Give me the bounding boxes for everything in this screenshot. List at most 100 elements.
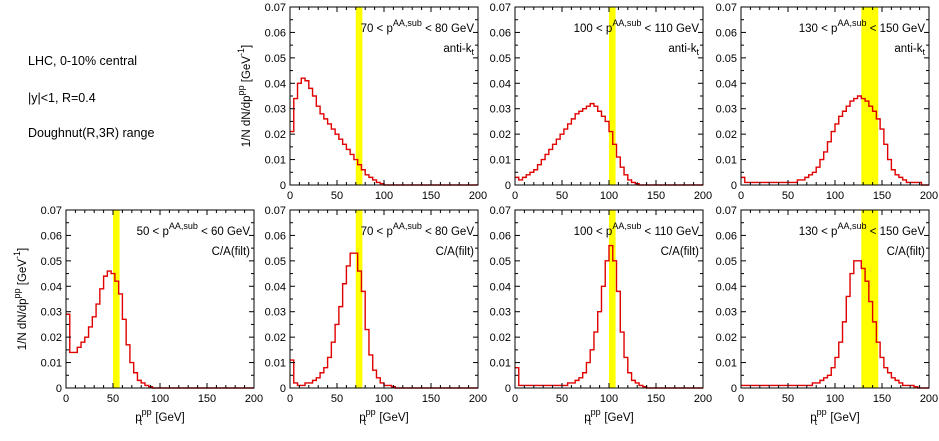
x-tick-label: 150 (198, 393, 216, 405)
x-tick-label: 100 (375, 393, 393, 405)
y-tick-label: 0.02 (265, 332, 286, 344)
y-tick-label: 0.04 (41, 281, 62, 293)
y-tick-label: 0 (731, 383, 737, 395)
y-tick-label: 0.01 (490, 155, 511, 167)
y-axis-label: 1/N dN/dppp [GeV-1] (12, 248, 29, 350)
y-tick-label: 0.03 (716, 307, 737, 319)
y-tick-label: 0.03 (265, 307, 286, 319)
y-tick-label: 0.07 (265, 2, 286, 14)
x-tick-label: 150 (422, 393, 440, 405)
y-tick-label: 0 (505, 383, 511, 395)
x-tick-label: 100 (375, 190, 393, 202)
range-label: 130 < pAA,sub < 150 GeV (799, 18, 926, 35)
x-tick-label: 50 (331, 393, 343, 405)
x-tick-label: 150 (873, 393, 891, 405)
panel-1-2: 0 50 100 150 200 0 0.01 0.02 0.03 0.04 0.05 0.06 0.0… (490, 205, 713, 427)
y-tick-label: 0.01 (265, 358, 286, 370)
y-tick-label: 0.02 (41, 332, 62, 344)
x-tick-label: 200 (694, 190, 712, 202)
info-line-2: |y|<1, R=0.4 (28, 91, 96, 105)
x-tick-label: 50 (556, 393, 568, 405)
histogram-line (290, 252, 478, 389)
y-tick-label: 0.03 (490, 307, 511, 319)
y-tick-label: 0.04 (716, 281, 737, 293)
x-tick-label: 100 (600, 190, 618, 202)
x-tick-label: 150 (873, 190, 891, 202)
algorithm-label: C/A(filt) (436, 246, 475, 258)
y-tick-label: 0.04 (490, 78, 511, 90)
y-tick-label: 0.04 (265, 78, 286, 90)
y-tick-label: 0.07 (41, 205, 62, 217)
algorithm-label: C/A(filt) (212, 246, 251, 258)
panel-0-2: 0 50 100 150 200 0 0.01 0.02 0.03 0.04 0.05 0.06 0.0… (490, 2, 713, 202)
range-label: 50 < pAA,sub < 60 GeV (137, 221, 251, 238)
y-tick-label: 0.01 (490, 358, 511, 370)
y-tick-label: 0.07 (716, 205, 737, 217)
panel-1-1: 0 50 100 150 200 0 0.01 0.02 0.03 0.04 0.05 0.06 0.0… (265, 205, 488, 427)
y-tick-label: 0.06 (265, 230, 286, 242)
x-tick-label: 0 (287, 190, 293, 202)
x-tick-label: 200 (245, 393, 263, 405)
range-label: 70 < pAA,sub < 80 GeV (361, 221, 475, 238)
y-tick-label: 0.05 (716, 256, 737, 268)
y-tick-label: 0.06 (716, 230, 737, 242)
y-tick-label: 0.02 (716, 332, 737, 344)
y-tick-label: 0.05 (490, 53, 511, 65)
x-tick-label: 50 (556, 190, 568, 202)
x-tick-label: 50 (782, 190, 794, 202)
y-tick-label: 0.01 (265, 155, 286, 167)
band (355, 210, 363, 388)
y-tick-label: 0.04 (490, 281, 511, 293)
x-tick-label: 200 (920, 190, 938, 202)
info-line-3: Doughnut(R,3R) range (28, 126, 155, 140)
y-tick-label: 0.07 (490, 205, 511, 217)
range-label: 70 < pAA,sub < 80 GeV (361, 18, 475, 35)
x-tick-label: 0 (512, 393, 518, 405)
algorithm-label: C/A(filt) (661, 246, 700, 258)
x-tick-label: 50 (331, 190, 343, 202)
algorithm-label: anti-kt (668, 43, 699, 57)
panel-0-1: 0 50 100 150 200 0 0.01 0.02 0.03 0.04 0.05 0.06 0.0… (236, 2, 487, 202)
y-axis-label: 1/N dN/dppp [GeV-1] (236, 45, 253, 147)
x-tick-label: 200 (469, 393, 487, 405)
x-tick-label: 0 (512, 190, 518, 202)
x-tick-label: 50 (107, 393, 119, 405)
y-tick-label: 0.06 (716, 27, 737, 39)
x-axis-label: ppp t [GeV] (810, 407, 860, 427)
histogram-line (66, 270, 254, 389)
range-label: 130 < pAA,sub < 150 GeV (799, 221, 926, 238)
y-tick-label: 0.05 (716, 53, 737, 65)
y-tick-label: 0.02 (490, 332, 511, 344)
y-tick-label: 0.06 (490, 230, 511, 242)
panel-1-3: 0 50 100 150 200 0 0.01 0.02 0.03 0.04 0.05 0.06 0.0… (716, 205, 939, 427)
y-tick-label: 0 (280, 383, 286, 395)
x-tick-label: 0 (738, 190, 744, 202)
x-tick-label: 0 (738, 393, 744, 405)
histogram-line (741, 95, 929, 186)
x-tick-label: 150 (647, 393, 665, 405)
y-tick-label: 0 (56, 383, 62, 395)
band (861, 210, 879, 388)
y-tick-label: 0.03 (265, 104, 286, 116)
histogram-line (290, 77, 478, 186)
range-label: 100 < pAA,sub < 110 GeV (574, 221, 700, 238)
y-tick-label: 0.05 (490, 256, 511, 268)
y-tick-label: 0.07 (716, 2, 737, 14)
x-tick-label: 100 (826, 393, 844, 405)
band (861, 7, 879, 185)
histogram-line (741, 260, 929, 389)
x-tick-label: 200 (694, 393, 712, 405)
range-label: 100 < pAA,sub < 110 GeV (574, 18, 700, 35)
y-tick-label: 0.04 (265, 281, 286, 293)
y-tick-label: 0.03 (490, 104, 511, 116)
y-tick-label: 0.03 (716, 104, 737, 116)
panel-0-3: 0 50 100 150 200 0 0.01 0.02 0.03 0.04 0.05 0.06 0.0… (716, 2, 939, 202)
y-tick-label: 0.07 (490, 2, 511, 14)
x-tick-label: 150 (422, 190, 440, 202)
algorithm-label: anti-kt (894, 43, 925, 57)
x-tick-label: 150 (647, 190, 665, 202)
y-tick-label: 0.07 (265, 205, 286, 217)
x-tick-label: 100 (600, 393, 618, 405)
x-axis-label: ppp t [GeV] (584, 407, 634, 427)
